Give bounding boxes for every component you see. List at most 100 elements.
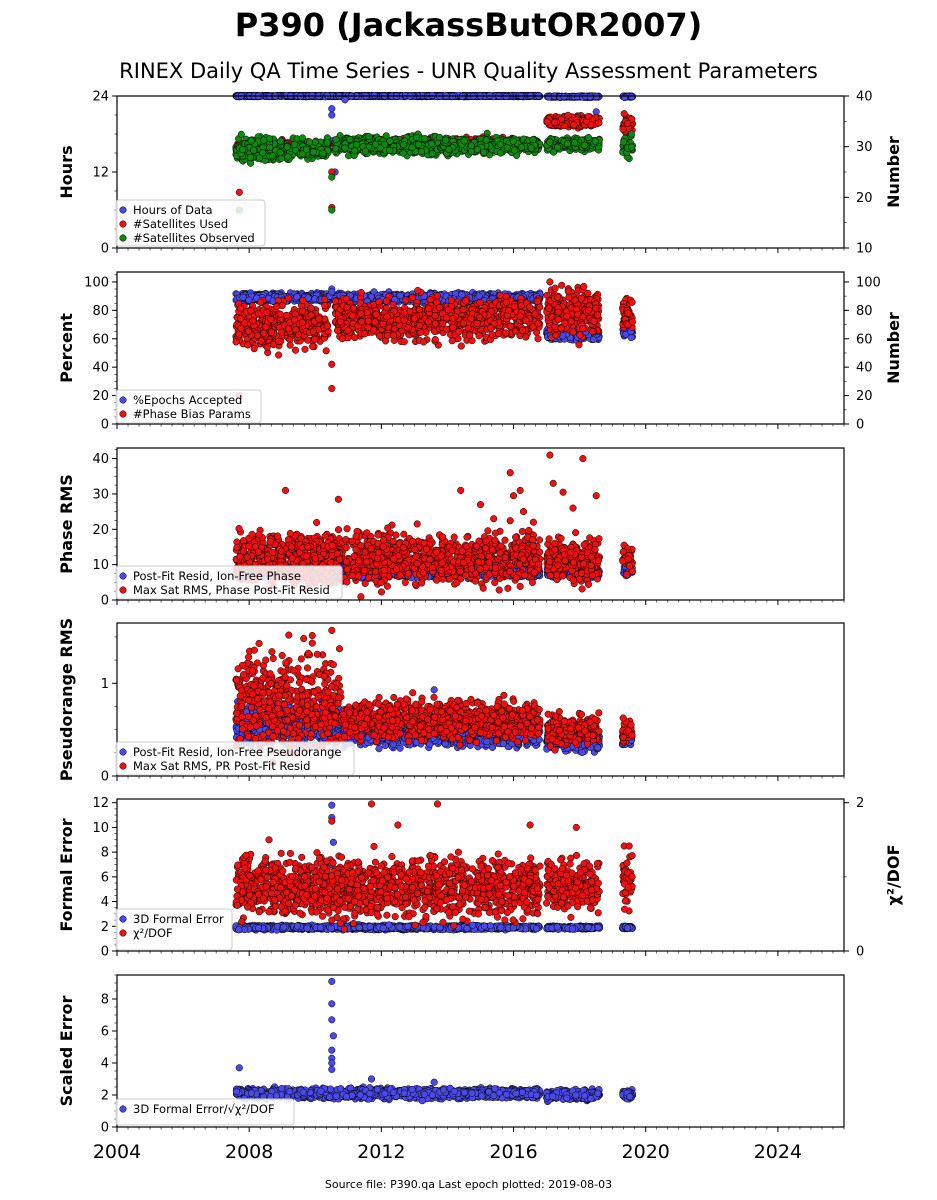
data-point [298,134,307,142]
data-point [250,146,258,154]
data-point [306,138,314,146]
data-point [627,130,635,138]
data-point [482,136,490,144]
data-point [550,148,558,156]
data-point [328,111,336,119]
data-point [586,93,594,101]
legend-marker [119,206,127,214]
data-point [266,143,274,152]
data-point [246,153,254,161]
data-point [239,146,247,154]
data-point [361,147,370,155]
data-point [624,119,632,127]
data-point [332,136,340,144]
data-point [581,141,589,149]
data-point [473,145,481,153]
data-point [628,143,636,151]
data-point [352,141,361,149]
data-point [399,149,407,157]
y-tick-label: 12 [92,166,109,181]
data-point [341,144,349,152]
y2-axis-label: Number [884,136,903,208]
legend-label: Hours of Data [133,203,213,217]
data-point [553,143,562,151]
data-point [268,152,277,160]
data-point [328,206,336,214]
legend-marker [119,234,127,242]
data-point [283,143,291,151]
data-point [365,133,373,141]
data-point [260,136,268,144]
data-point [417,148,426,156]
legend: Hours of Data#Satellites Used#Satellites… [115,199,266,247]
data-point [564,111,572,119]
data-point [370,92,378,99]
data-point [259,149,267,157]
data-point [584,112,592,121]
data-point [442,136,450,144]
data-point [428,92,436,99]
data-point [284,153,292,161]
legend-marker [119,220,127,228]
data-point [497,149,505,157]
y2-tick-label: 30 [856,140,873,155]
data-point [620,110,628,118]
data-point [428,150,436,158]
data-point [563,140,572,148]
data-point [550,118,559,126]
data-point [276,149,284,157]
data-point [277,154,285,162]
data-point [467,147,475,156]
data-point [436,133,444,142]
data-point [372,140,380,148]
data-point [529,136,537,144]
data-point [328,173,336,181]
data-point [591,137,599,145]
data-point [247,137,255,145]
data-point [255,154,264,162]
data-point [408,143,416,151]
data-point [460,137,468,145]
data-point [328,105,336,113]
data-point [619,125,627,133]
data-point [620,93,629,102]
y2-tick-label: 40 [856,90,873,105]
data-point [595,119,603,127]
y-tick-label: 24 [92,90,109,105]
data-point [266,135,274,143]
data-point [571,139,579,147]
figure-title: P390 (JackassButOR2007) [235,6,702,44]
data-point [323,139,331,147]
panel-markers [232,92,637,214]
data-point [503,144,511,152]
data-point [584,133,593,142]
data-point [319,149,327,157]
data-point [309,148,317,156]
data-point [332,145,340,153]
panel-markers [232,278,637,400]
data-point [302,145,311,153]
data-point [427,140,436,148]
y2-tick-label: 10 [856,242,873,257]
legend-label: #Satellites Observed [133,231,255,245]
y-axis-label: Hours [57,145,76,198]
series-green-2 [232,129,636,214]
data-point [341,96,349,104]
legend-label: #Satellites Used [133,217,228,231]
data-point [570,121,578,129]
data-point [277,137,285,145]
data-point [412,133,421,142]
y-tick-label: 0 [101,242,109,257]
data-point [386,146,394,154]
data-point [237,130,245,138]
data-point [628,93,636,101]
data-point [421,135,429,143]
legend-box [115,199,266,247]
data-point [480,148,488,156]
data-point [518,143,526,151]
data-point [235,188,243,196]
